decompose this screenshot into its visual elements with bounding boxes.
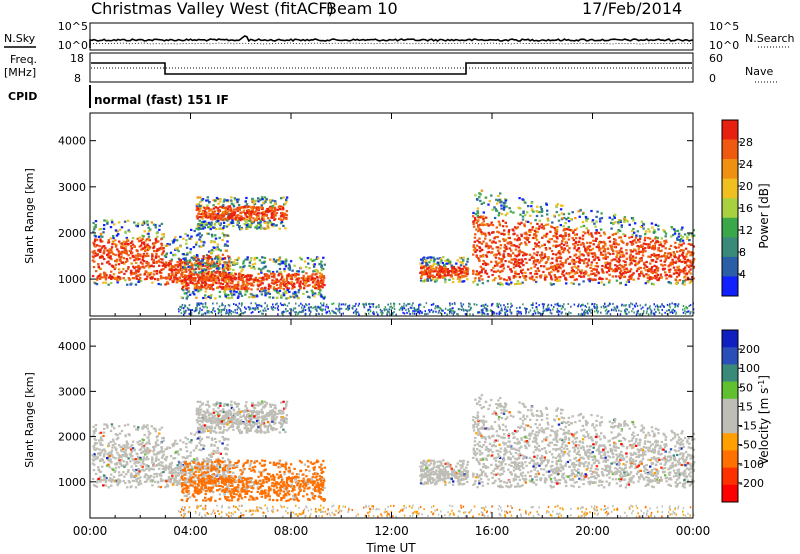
x-tick-label: 16:00 (475, 524, 510, 538)
y-tick-label: 4000 (58, 135, 86, 148)
noise-sky-line (89, 35, 694, 48)
x-tick-label: 12:00 (374, 524, 409, 538)
noise-right-tick-bottom: 10^0 (709, 39, 739, 52)
colorbar-swatch (722, 217, 738, 238)
colorbar-swatch (722, 159, 738, 179)
power-colorbar-tick: 24 (739, 158, 753, 171)
colorbar-swatch (722, 398, 738, 417)
x-tick-label: 04:00 (173, 524, 208, 538)
colorbar-swatch (722, 120, 738, 140)
colorbar-swatch (722, 450, 738, 468)
noise-left-tick-bottom: 10^0 (58, 39, 88, 52)
freq-label-1: Freq. (10, 53, 37, 66)
colorbar-swatch (722, 467, 738, 486)
colorbar-swatch (722, 276, 738, 297)
power-colorbar-label: Power [dB] (757, 183, 771, 248)
velocity-colorbar-tick: -200 (739, 477, 764, 490)
colorbar-swatch (722, 433, 738, 451)
y-tick-label: 3000 (58, 181, 86, 194)
velocity-colorbar-tick: -100 (739, 458, 764, 471)
power-colorbar-tick: 8 (739, 246, 746, 259)
velocity-colorbar-tick: 100 (739, 362, 760, 375)
power-colorbar-tick: 4 (739, 268, 746, 281)
velocity-colorbar-tick: -50 (739, 439, 757, 452)
noise-search-label: N.Search (745, 32, 795, 45)
cpid-value: normal (fast) 151 IF (94, 93, 229, 107)
velocity-colorbar-label: Velocity [m s-1] (757, 375, 771, 465)
power-colorbar-tick: 20 (739, 180, 753, 193)
noise-left-tick-top: 10^5 (58, 20, 88, 33)
velocity-colorbar-tick: 15 (739, 400, 753, 413)
colorbar-swatch (722, 198, 738, 219)
power-colorbar-tick: 16 (739, 202, 753, 215)
colorbar-swatch (722, 484, 738, 503)
power-colorbar-tick: 28 (739, 136, 753, 149)
power-ylabel: Slant Range [km] (23, 168, 36, 264)
y-tick-label: 4000 (58, 340, 86, 353)
y-tick-label: 2000 (58, 227, 86, 240)
colorbar-swatch (722, 330, 738, 348)
power-panel: 1000 2000 3000 4000 Slant Range [km] (23, 112, 696, 317)
power-colorbar: 4 8 12 16 20 24 28 Power [dB] (721, 119, 771, 297)
x-tick-label: 20:00 (575, 524, 610, 538)
x-tick-label: 08:00 (274, 524, 309, 538)
velocity-colorbar: -200 -100 -50 -15 15 50 100 200 Velocity [m s-1… (721, 329, 771, 503)
frequency-panel: Freq. [MHz] 18 8 60 0 Nave (4, 52, 779, 85)
colorbar-swatch (722, 237, 738, 258)
colorbar-swatch (722, 139, 738, 160)
plot-title: Christmas Valley West (fitACF) (91, 0, 334, 18)
nave-tick-bottom: 0 (709, 72, 716, 85)
freq-tick-bottom: 8 (74, 72, 81, 85)
y-tick-label: 2000 (58, 431, 86, 444)
noise-sky-label: N.Sky (4, 32, 36, 45)
noise-panel: N.Sky 10^5 10^0 10^5 10^0 N.Search (4, 20, 795, 52)
velocity-colorbar-tick: -15 (739, 420, 757, 433)
noise-right-tick-top: 10^5 (709, 20, 739, 33)
velocity-scatter (91, 394, 696, 518)
date-label: 17/Feb/2014 (582, 0, 682, 18)
colorbar-swatch (722, 347, 738, 365)
colorbar-swatch (722, 416, 738, 434)
power-scatter (91, 189, 696, 316)
freq-label-2: [MHz] (4, 66, 36, 79)
nave-tick-top: 60 (709, 52, 723, 65)
noise-search-line (89, 42, 694, 45)
x-tick-label: 00:00 (676, 524, 711, 538)
nave-label: Nave (745, 65, 773, 78)
velocity-colorbar-tick: 50 (739, 381, 753, 394)
x-tick-label: 00:00 (73, 524, 108, 538)
cpid-row: CPID normal (fast) 151 IF (8, 85, 229, 108)
y-tick-label: 1000 (58, 273, 86, 286)
velocity-panel: 1000 2000 3000 4000 Slant Range [km] (23, 318, 696, 519)
x-axis-label: Time UT (365, 541, 416, 554)
x-axis: 00:00 04:00 08:00 12:00 16:00 20:00 00:00 (73, 113, 711, 538)
power-colorbar-tick: 12 (739, 224, 753, 237)
beam-label: Beam 10 (326, 0, 398, 18)
colorbar-swatch (722, 364, 738, 382)
colorbar-swatch (722, 256, 738, 277)
velocity-ylabel: Slant Range [km] (23, 372, 36, 468)
y-tick-label: 1000 (58, 476, 86, 489)
colorbar-swatch (722, 381, 738, 400)
colorbar-swatch (722, 178, 738, 199)
freq-tick-top: 18 (70, 52, 84, 65)
cpid-label: CPID (8, 90, 37, 103)
frequency-line (91, 62, 692, 75)
velocity-colorbar-tick: 200 (739, 343, 760, 356)
y-tick-label: 3000 (58, 385, 86, 398)
